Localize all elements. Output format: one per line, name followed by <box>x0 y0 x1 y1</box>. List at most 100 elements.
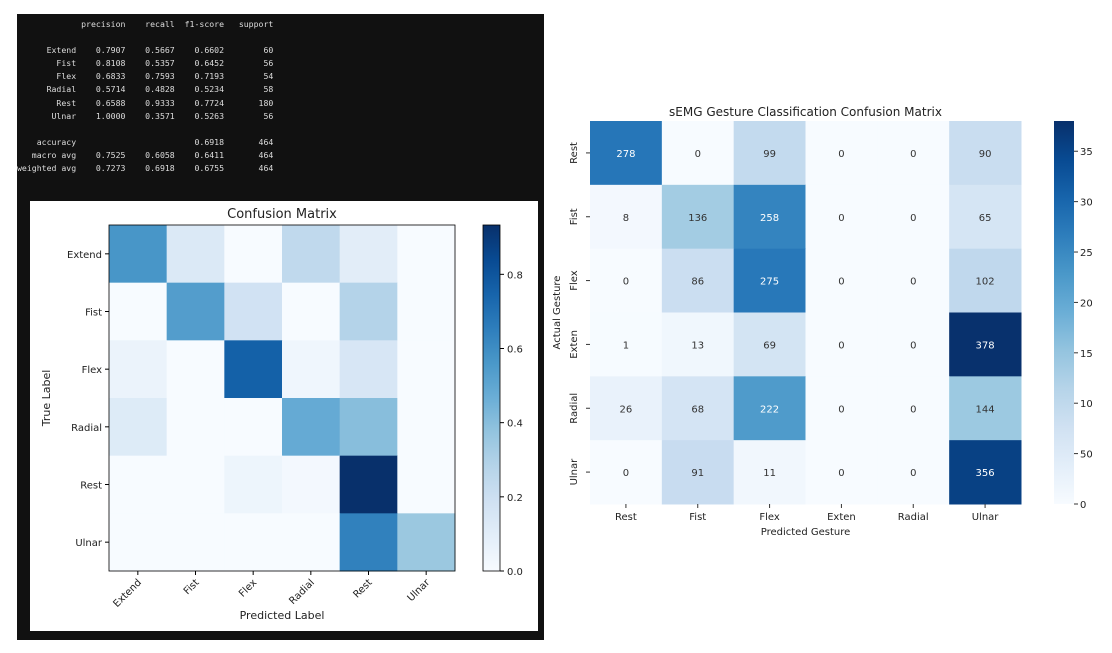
heatmap-cell <box>733 440 806 505</box>
heatmap-cell <box>805 184 878 250</box>
cell-value-label: 0 <box>910 213 916 224</box>
y-tick-label: Fist <box>85 308 102 319</box>
heatmap-cell <box>339 398 398 457</box>
heatmap-cell <box>661 121 735 186</box>
cell-value-label: 0 <box>910 277 916 288</box>
colorbar-tick-label: 0.8 <box>507 270 523 281</box>
cell-value-label: 1 <box>623 340 629 351</box>
heatmap-cell <box>397 455 456 514</box>
heatmap-cell <box>661 312 735 377</box>
cell-value-label: 0 <box>838 277 844 288</box>
heatmap-cell <box>805 312 878 377</box>
cell-value-label: 136 <box>688 213 707 224</box>
cell-value-label: 91 <box>691 468 704 479</box>
cell-value-label: 86 <box>691 277 704 288</box>
colorbar-tick-label: 25 <box>1080 248 1093 259</box>
heatmap-cell <box>282 513 341 572</box>
x-tick-label: Fist <box>689 512 706 523</box>
heatmap-cell <box>590 440 663 505</box>
heatmap-cell <box>877 440 950 505</box>
heatmap-cell <box>282 398 341 457</box>
heatmap-cell <box>733 312 806 377</box>
cell-value-label: 99 <box>763 149 776 160</box>
heatmap-cell <box>166 398 225 457</box>
heatmap-cell <box>166 282 225 341</box>
heatmap-cell <box>282 282 341 341</box>
heatmap-cell <box>166 225 225 284</box>
y-tick-label: Radial <box>569 393 580 424</box>
heatmap-cell <box>733 121 806 186</box>
cell-value-label: 0 <box>838 468 844 479</box>
heatmap-cell <box>166 513 225 572</box>
colorbar-tick-label: 0.2 <box>507 493 523 504</box>
cell-value-label: 26 <box>620 404 633 415</box>
heatmap-cell <box>590 376 663 441</box>
heatmap-cell <box>805 248 878 313</box>
heatmap-cell <box>109 455 168 514</box>
chart-title: Confusion Matrix <box>227 207 337 222</box>
heatmap-cell <box>397 225 456 284</box>
colorbar-tick-label: 20 <box>1080 298 1093 309</box>
heatmap-cell <box>109 513 168 572</box>
colorbar-tick-label: 0.6 <box>507 344 523 355</box>
y-tick-label: Ulnar <box>75 538 103 549</box>
heatmap-cell <box>224 282 283 341</box>
heatmap-cell <box>339 340 398 399</box>
colorbar-tick-label: 50 <box>1080 450 1093 461</box>
heatmap-cell <box>661 248 735 313</box>
plot-frame <box>108 224 456 572</box>
cell-value-label: 13 <box>691 340 704 351</box>
heatmap-cell <box>661 440 735 505</box>
x-axis-label: Predicted Label <box>240 609 325 622</box>
heatmap-cell <box>397 513 456 572</box>
heatmap-cell <box>733 376 806 441</box>
cell-value-label: 0 <box>838 340 844 351</box>
cell-value-label: 0 <box>695 149 701 160</box>
heatmap-cell <box>733 184 806 250</box>
confusion-matrix-figure: Confusion Matrix Extend Fist Flex Radial Rest… <box>30 201 538 631</box>
classification-report-panel: precision recall f1-score support Extend… <box>17 14 544 640</box>
y-tick-label: Extend <box>67 250 102 261</box>
heatmap-cell <box>805 376 878 441</box>
x-tick-label: Flex <box>759 512 780 523</box>
heatmap-cell <box>949 121 1022 186</box>
colorbar-tick-label: 30 <box>1080 198 1093 209</box>
heatmap-cell <box>339 455 398 514</box>
heatmap-cell <box>661 376 735 441</box>
heatmap-cell <box>339 513 398 572</box>
cell-value-label: 68 <box>691 404 704 415</box>
heatmap-cell <box>590 312 663 377</box>
y-tick-label: Flex <box>569 270 580 291</box>
heatmap-cell <box>109 340 168 399</box>
classification-report: precision recall f1-score support Extend… <box>17 19 274 174</box>
y-tick-label: Fist <box>569 208 580 225</box>
y-tick-label: Flex <box>82 365 103 376</box>
cell-value-label: 0 <box>623 277 629 288</box>
cell-value-label: 258 <box>760 213 779 224</box>
chart-title: sEMG Gesture Classification Confusion Ma… <box>669 105 942 119</box>
heatmap-cell <box>733 248 806 313</box>
cell-value-label: 0 <box>838 149 844 160</box>
heatmap-cell <box>805 440 878 505</box>
cell-value-label: 65 <box>979 213 992 224</box>
cell-value-label: 11 <box>763 468 776 479</box>
heatmap-cell <box>109 282 168 341</box>
cell-value-label: 0 <box>838 404 844 415</box>
cell-value-label: 0 <box>623 468 629 479</box>
cell-value-label: 144 <box>976 404 995 415</box>
heatmap-cell <box>224 513 283 572</box>
y-tick-label: Exten <box>569 330 580 359</box>
x-tick-label: Ulnar <box>972 512 1000 523</box>
colorbar-tick-label: 35 <box>1080 147 1093 158</box>
heatmap-cell <box>397 398 456 457</box>
heatmap-cell <box>282 225 341 284</box>
cell-value-label: 0 <box>910 149 916 160</box>
heatmap-cell <box>949 440 1022 505</box>
y-axis-label: True Label <box>40 370 53 428</box>
heatmap-cell <box>949 248 1022 313</box>
cell-value-label: 0 <box>910 340 916 351</box>
cell-value-label: 102 <box>976 277 995 288</box>
colorbar-tick-label: 10 <box>1080 399 1093 410</box>
y-tick-label: Rest <box>80 481 102 492</box>
